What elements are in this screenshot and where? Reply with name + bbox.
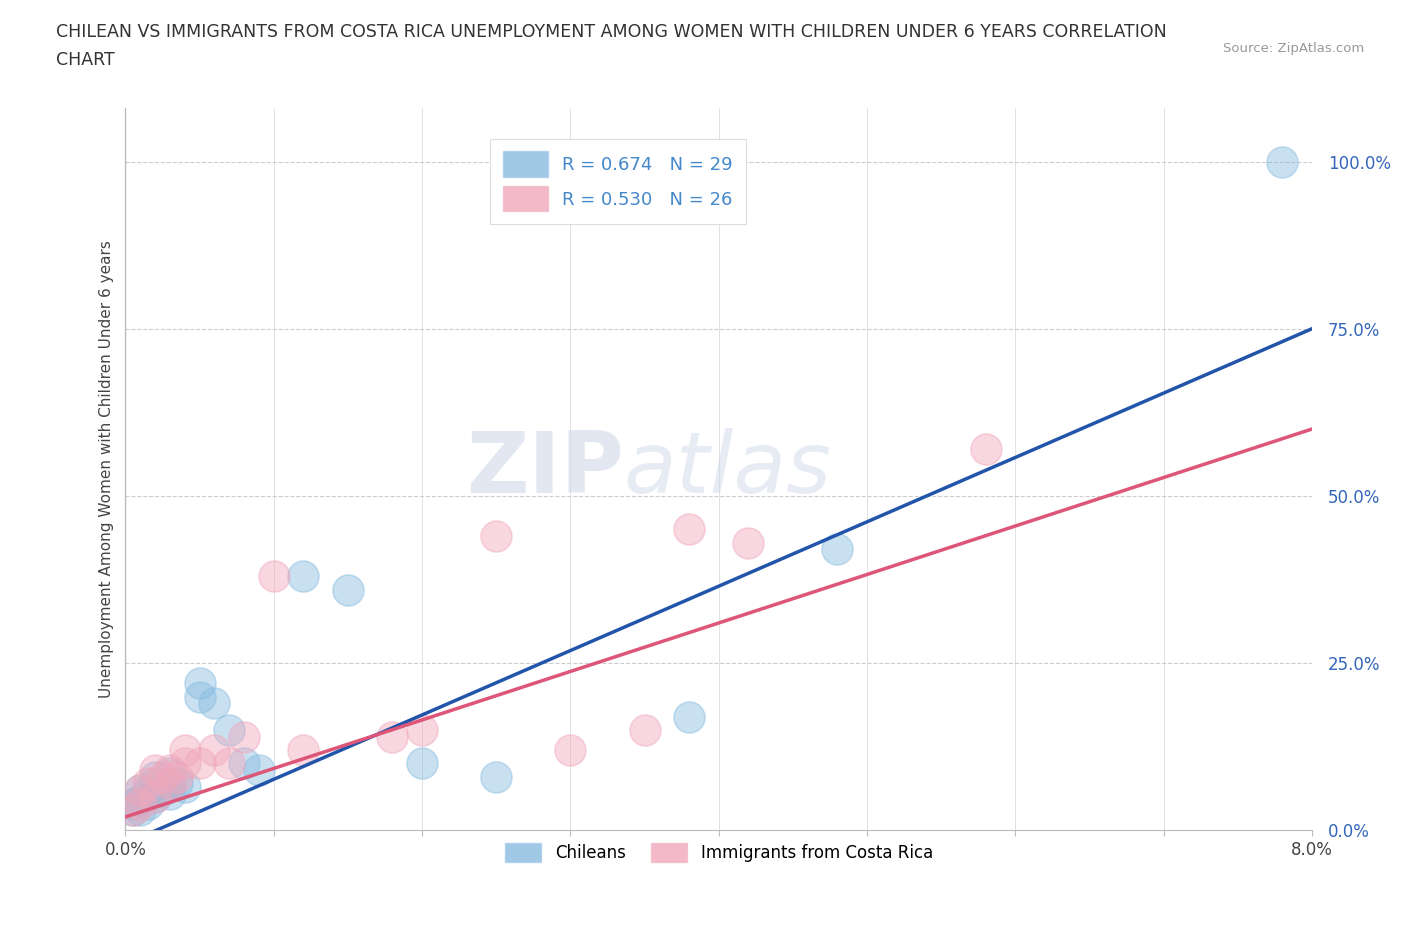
Point [204, 742, 226, 757]
Text: CHILEAN VS IMMIGRANTS FROM COSTA RICA UNEMPLOYMENT AMONG WOMEN WITH CHILDREN UND: CHILEAN VS IMMIGRANTS FROM COSTA RICA UN… [56, 23, 1167, 41]
Point [204, 696, 226, 711]
Point [233, 756, 256, 771]
Point [166, 776, 188, 790]
Point [292, 569, 315, 584]
Point [188, 676, 211, 691]
Point [143, 790, 166, 804]
Point [827, 542, 849, 557]
Point [143, 790, 166, 804]
Point [485, 528, 508, 543]
Point [173, 742, 195, 757]
Point [678, 522, 700, 537]
Point [136, 783, 159, 798]
Point [159, 763, 181, 777]
Point [1271, 154, 1294, 169]
Point [678, 710, 700, 724]
Point [188, 689, 211, 704]
Point [122, 803, 145, 817]
Point [233, 729, 256, 744]
Point [129, 783, 152, 798]
Point [292, 742, 315, 757]
Point [737, 536, 759, 551]
Point [173, 756, 195, 771]
Point [129, 792, 152, 807]
Point [159, 776, 181, 790]
Y-axis label: Unemployment Among Women with Children Under 6 years: Unemployment Among Women with Children U… [100, 240, 114, 698]
Point [263, 569, 285, 584]
Text: ZIP: ZIP [465, 428, 624, 511]
Point [560, 742, 582, 757]
Point [159, 776, 181, 790]
Point [122, 803, 145, 817]
Point [129, 803, 152, 817]
Point [143, 763, 166, 777]
Point [218, 756, 240, 771]
Point [166, 769, 188, 784]
Point [411, 723, 433, 737]
Point [633, 723, 655, 737]
Point [129, 783, 152, 798]
Point [122, 796, 145, 811]
Point [152, 783, 174, 798]
Point [485, 769, 508, 784]
Point [173, 779, 195, 794]
Point [336, 582, 359, 597]
Point [143, 769, 166, 784]
Text: atlas: atlas [624, 428, 832, 511]
Point [159, 766, 181, 781]
Point [136, 776, 159, 790]
Text: CHART: CHART [56, 51, 115, 69]
Point [159, 786, 181, 801]
Point [188, 756, 211, 771]
Point [247, 763, 270, 777]
Point [136, 796, 159, 811]
Point [381, 729, 404, 744]
Text: Source: ZipAtlas.com: Source: ZipAtlas.com [1223, 42, 1364, 55]
Point [974, 442, 997, 457]
Point [129, 796, 152, 811]
Legend: Chileans, Immigrants from Costa Rica: Chileans, Immigrants from Costa Rica [498, 836, 939, 869]
Point [218, 723, 240, 737]
Point [411, 756, 433, 771]
Point [152, 769, 174, 784]
Point [143, 776, 166, 790]
